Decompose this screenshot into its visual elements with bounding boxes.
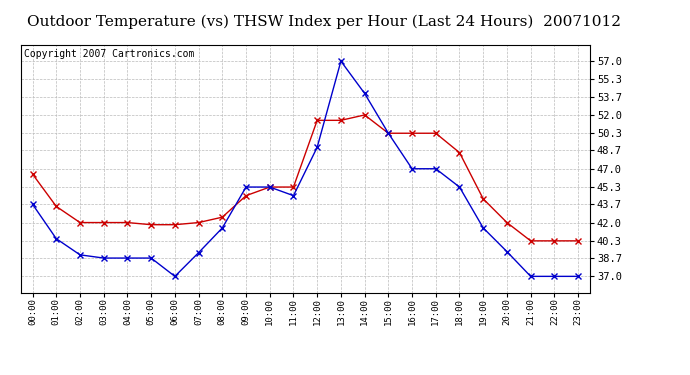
Text: Outdoor Temperature (vs) THSW Index per Hour (Last 24 Hours)  20071012: Outdoor Temperature (vs) THSW Index per …: [28, 15, 621, 29]
Text: Copyright 2007 Cartronics.com: Copyright 2007 Cartronics.com: [23, 49, 194, 59]
